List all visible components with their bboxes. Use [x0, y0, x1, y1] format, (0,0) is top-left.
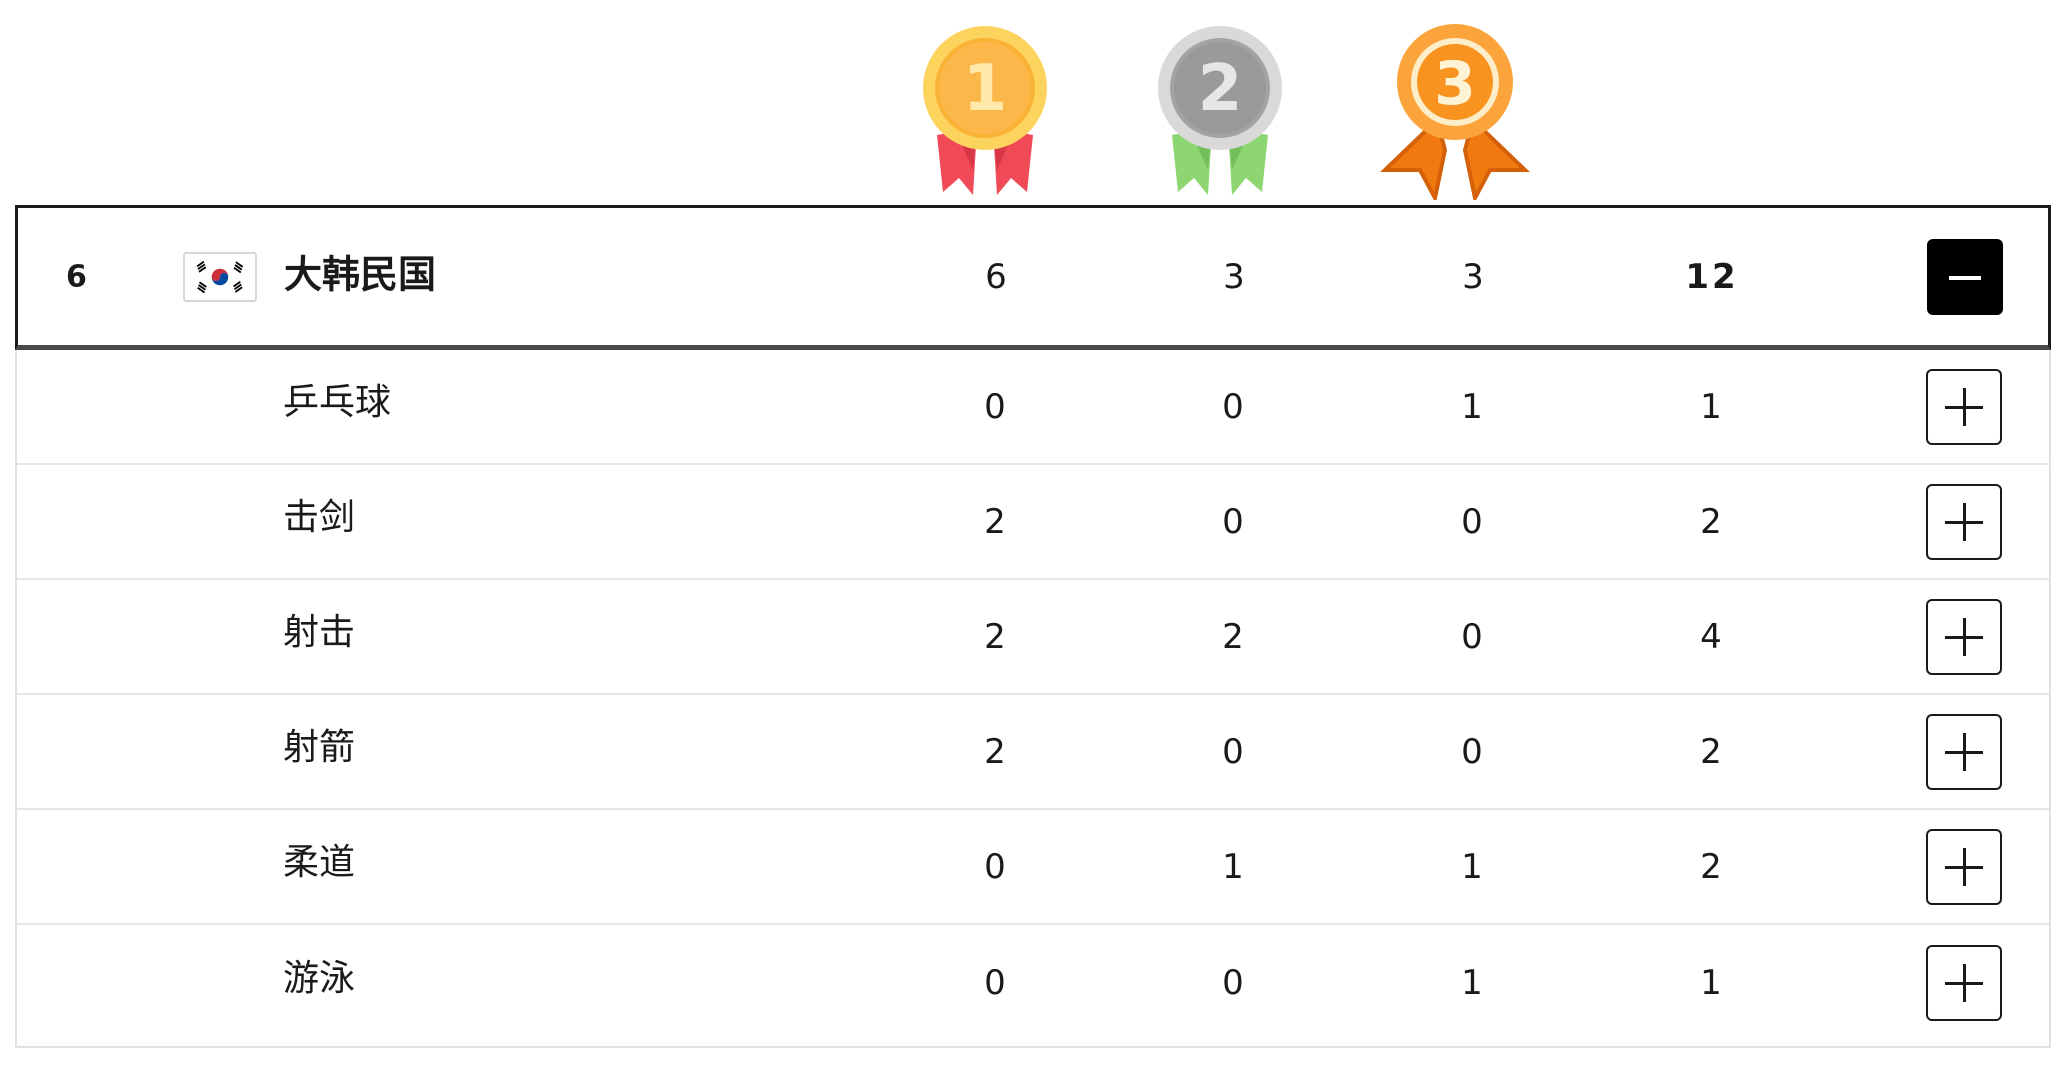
minus-icon [1949, 275, 1981, 280]
expand-button[interactable] [1926, 944, 2002, 1021]
sport-gold-count: 0 [984, 386, 1006, 427]
sport-name: 射击 [283, 611, 356, 653]
expand-button[interactable] [1926, 828, 2002, 905]
gold-medal-icon: 1 [915, 20, 1055, 200]
south-korea-flag-icon [183, 251, 257, 302]
sport-total-count: 2 [1700, 501, 1722, 542]
sport-row: 射击 2 2 0 4 [17, 580, 2049, 695]
sport-name: 射箭 [283, 726, 356, 768]
sport-bronze-count: 0 [1461, 501, 1483, 542]
sport-gold-count: 2 [984, 731, 1006, 772]
expand-button[interactable] [1926, 483, 2002, 560]
country-rank: 6 [66, 259, 87, 294]
sport-row: 击剑 2 0 0 2 [17, 465, 2049, 580]
sport-row: 游泳 0 0 1 1 [17, 925, 2049, 1040]
sport-silver-count: 0 [1222, 962, 1244, 1003]
sport-silver-count: 2 [1222, 616, 1244, 657]
sport-silver-count: 0 [1222, 501, 1244, 542]
svg-text:2: 2 [1198, 52, 1243, 126]
sport-gold-count: 0 [984, 846, 1006, 887]
bronze-medal-icon: 3 [1375, 20, 1535, 200]
country-bronze-count: 3 [1462, 256, 1484, 297]
sport-total-count: 1 [1700, 386, 1722, 427]
sport-bronze-count: 1 [1461, 962, 1483, 1003]
expand-button[interactable] [1926, 598, 2002, 675]
sport-total-count: 1 [1700, 962, 1722, 1003]
sport-gold-count: 2 [984, 616, 1006, 657]
sport-bronze-count: 0 [1461, 731, 1483, 772]
country-name: 大韩民国 [284, 252, 437, 296]
sport-name: 柔道 [283, 841, 356, 883]
sport-row: 柔道 0 1 1 2 [17, 810, 2049, 925]
sport-total-count: 4 [1700, 616, 1722, 657]
sport-silver-count: 1 [1222, 846, 1244, 887]
sport-total-count: 2 [1700, 731, 1722, 772]
expand-button[interactable] [1926, 368, 2002, 445]
country-total-count: 12 [1685, 256, 1739, 297]
sport-bronze-count: 1 [1461, 846, 1483, 887]
svg-text:3: 3 [1434, 49, 1476, 119]
sport-total-count: 2 [1700, 846, 1722, 887]
country-row[interactable]: 6 [15, 205, 2051, 350]
sport-row: 射箭 2 0 0 2 [17, 695, 2049, 810]
sport-silver-count: 0 [1222, 731, 1244, 772]
silver-medal-icon: 2 [1150, 20, 1290, 200]
svg-text:1: 1 [963, 52, 1008, 126]
sport-bronze-count: 0 [1461, 616, 1483, 657]
medal-header: 1 2 3 [0, 0, 2068, 200]
sport-silver-count: 0 [1222, 386, 1244, 427]
sport-bronze-count: 1 [1461, 386, 1483, 427]
sport-row: 乒乓球 0 0 1 1 [17, 350, 2049, 465]
collapse-button[interactable] [1927, 238, 2003, 315]
sport-name: 游泳 [283, 957, 356, 999]
sport-gold-count: 0 [984, 962, 1006, 1003]
medal-table: 6 [15, 205, 2051, 1048]
country-gold-count: 6 [985, 256, 1007, 297]
sport-name: 击剑 [283, 496, 356, 538]
expand-button[interactable] [1926, 713, 2002, 790]
sport-name: 乒乓球 [283, 381, 392, 423]
sport-gold-count: 2 [984, 501, 1006, 542]
country-silver-count: 3 [1223, 256, 1245, 297]
